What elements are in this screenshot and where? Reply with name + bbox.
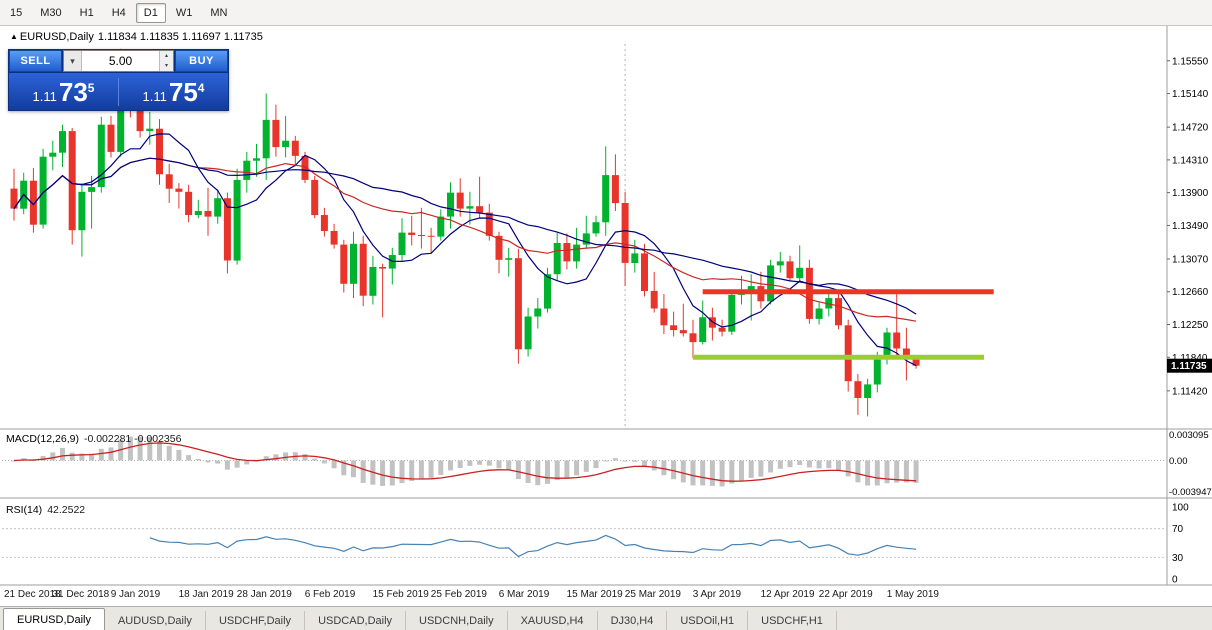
svg-text:1.13070: 1.13070 xyxy=(1172,255,1209,266)
svg-text:6 Feb 2019: 6 Feb 2019 xyxy=(305,589,356,600)
current-price-tag: 1.11735 xyxy=(1167,358,1212,373)
svg-text:1.12250: 1.12250 xyxy=(1172,320,1209,331)
one-click-trading-panel: SELL ▾ 5.00 ▴ ▾ BUY 1.11 73 5 1.11 75 4 xyxy=(8,49,229,111)
sell-price[interactable]: 1.11 73 5 xyxy=(9,77,118,107)
timeframe-h4[interactable]: H4 xyxy=(111,6,126,19)
svg-text:30: 30 xyxy=(1172,553,1184,564)
svg-text:0.00: 0.00 xyxy=(1169,456,1188,467)
svg-text:6 Mar 2019: 6 Mar 2019 xyxy=(499,589,550,600)
svg-text:1.13900: 1.13900 xyxy=(1172,188,1209,199)
price-divider xyxy=(118,77,119,106)
svg-text:25 Mar 2019: 25 Mar 2019 xyxy=(625,589,682,600)
sell-button[interactable]: SELL xyxy=(9,50,62,72)
timeframe-mn[interactable]: MN xyxy=(210,6,228,19)
buy-price-sup: 4 xyxy=(197,80,205,95)
svg-text:18 Jan 2019: 18 Jan 2019 xyxy=(179,589,234,600)
buy-price-big: 75 xyxy=(168,76,198,107)
svg-text:9 Jan 2019: 9 Jan 2019 xyxy=(111,589,161,600)
volume-field[interactable]: ▾ 5.00 ▴ ▾ xyxy=(63,50,174,72)
svg-text:22 Apr 2019: 22 Apr 2019 xyxy=(819,589,873,600)
svg-text:1.14720: 1.14720 xyxy=(1172,123,1209,134)
chart-ohlc-values: 1.11834 1.11835 1.11697 1.11735 xyxy=(97,31,263,43)
volume-dropdown-icon[interactable]: ▾ xyxy=(64,51,82,71)
tab-audusd-daily[interactable]: AUDUSD,Daily xyxy=(105,611,206,630)
svg-text:-0.003947: -0.003947 xyxy=(1169,487,1212,498)
svg-text:12 Apr 2019: 12 Apr 2019 xyxy=(761,589,815,600)
timeframe-w1[interactable]: W1 xyxy=(175,6,193,19)
svg-text:15 Mar 2019: 15 Mar 2019 xyxy=(567,589,624,600)
buy-button[interactable]: BUY xyxy=(175,50,228,72)
rsi-label: RSI(14) 42.2522 xyxy=(6,504,85,516)
timeframe-h1[interactable]: H1 xyxy=(79,6,94,19)
panel-dividers xyxy=(0,26,1212,586)
timeframe-15[interactable]: 15 xyxy=(10,6,23,19)
tab-dj30-h4[interactable]: DJ30,H4 xyxy=(598,611,668,630)
tab-xauusd-h4[interactable]: XAUUSD,H4 xyxy=(508,611,598,630)
sell-price-prefix: 1.11 xyxy=(32,88,57,104)
volume-spinner[interactable]: ▴ ▾ xyxy=(159,51,173,71)
tab-usdoil-h1[interactable]: USDOil,H1 xyxy=(667,611,749,630)
svg-text:1.11735: 1.11735 xyxy=(1171,361,1207,372)
spin-up-icon[interactable]: ▴ xyxy=(164,53,168,59)
rsi-panel[interactable] xyxy=(2,528,1166,558)
tab-usdcad-daily[interactable]: USDCAD,Daily xyxy=(305,611,407,630)
svg-text:15 Feb 2019: 15 Feb 2019 xyxy=(373,589,430,600)
chart-canvas[interactable]: 1.15550 1.15140 1.14720 1.14310 1.13900 1.134… xyxy=(0,26,1212,606)
tab-usdchf-h1[interactable]: USDCHF,H1 xyxy=(748,611,837,630)
buy-price-prefix: 1.11 xyxy=(142,88,167,104)
svg-text:70: 70 xyxy=(1172,524,1184,535)
rsi-axis: 100 70 30 0 xyxy=(1172,503,1189,586)
svg-text:0.003095: 0.003095 xyxy=(1169,430,1209,441)
sell-price-big: 73 xyxy=(58,76,88,107)
moving-average-lines xyxy=(13,133,917,367)
chart-symbol-label: EURUSD,Daily xyxy=(19,31,94,43)
macd-axis: 0.003095 0.00 -0.003947 xyxy=(1169,430,1212,498)
svg-text:1 May 2019: 1 May 2019 xyxy=(887,589,940,600)
timeframe-d1[interactable]: D1 xyxy=(135,2,166,23)
svg-text:1.11420: 1.11420 xyxy=(1172,386,1208,397)
svg-text:0: 0 xyxy=(1172,575,1178,586)
tab-usdchf-daily[interactable]: USDCHF,Daily xyxy=(206,611,306,630)
svg-text:100: 100 xyxy=(1172,503,1189,514)
svg-text:3 Apr 2019: 3 Apr 2019 xyxy=(693,589,742,600)
rsi-value: 42.2522 xyxy=(47,504,86,516)
chart-tabs-bar: EURUSD,Daily AUDUSD,Daily USDCHF,Daily USDC… xyxy=(0,606,1212,630)
svg-text:28 Jan 2019: 28 Jan 2019 xyxy=(237,589,292,600)
svg-text:31 Dec 2018: 31 Dec 2018 xyxy=(53,589,110,600)
sell-price-sup: 5 xyxy=(87,80,95,95)
svg-text:1.11840: 1.11840 xyxy=(1172,353,1208,364)
tab-eurusd-daily[interactable]: EURUSD,Daily xyxy=(3,608,105,630)
rsi-name: RSI(14) xyxy=(6,504,43,516)
timeframe-m30[interactable]: M30 xyxy=(40,6,62,19)
macd-label: MACD(12,26,9) -0.002281 -0.002356 xyxy=(6,433,181,445)
tab-usdcnh-daily[interactable]: USDCNH,Daily xyxy=(406,611,508,630)
macd-values: -0.002281 -0.002356 xyxy=(83,433,182,445)
buy-price[interactable]: 1.11 75 4 xyxy=(119,77,228,107)
svg-text:1.15140: 1.15140 xyxy=(1172,89,1209,100)
timeframe-toolbar: 15 M30 H1 H4 D1 W1 MN xyxy=(0,0,1212,26)
svg-text:1.14310: 1.14310 xyxy=(1172,155,1209,166)
svg-text:1.13490: 1.13490 xyxy=(1172,221,1209,232)
spin-down-icon[interactable]: ▾ xyxy=(164,63,168,69)
svg-text:25 Feb 2019: 25 Feb 2019 xyxy=(431,589,488,600)
volume-value[interactable]: 5.00 xyxy=(108,54,133,68)
chart-ohlc-readout: ▲ EURUSD,Daily 1.11834 1.11835 1.11697 1.1… xyxy=(10,31,267,43)
symbol-marker-icon: ▲ xyxy=(10,32,18,41)
macd-panel[interactable] xyxy=(2,436,1166,487)
svg-text:21 Dec 2018: 21 Dec 2018 xyxy=(4,589,61,600)
svg-text:1.12660: 1.12660 xyxy=(1172,287,1209,298)
price-axis[interactable]: 1.15550 1.15140 1.14720 1.14310 1.13900 1.134… xyxy=(1167,56,1209,397)
macd-name: MACD(12,26,9) xyxy=(6,433,79,445)
svg-text:1.15550: 1.15550 xyxy=(1172,56,1209,67)
